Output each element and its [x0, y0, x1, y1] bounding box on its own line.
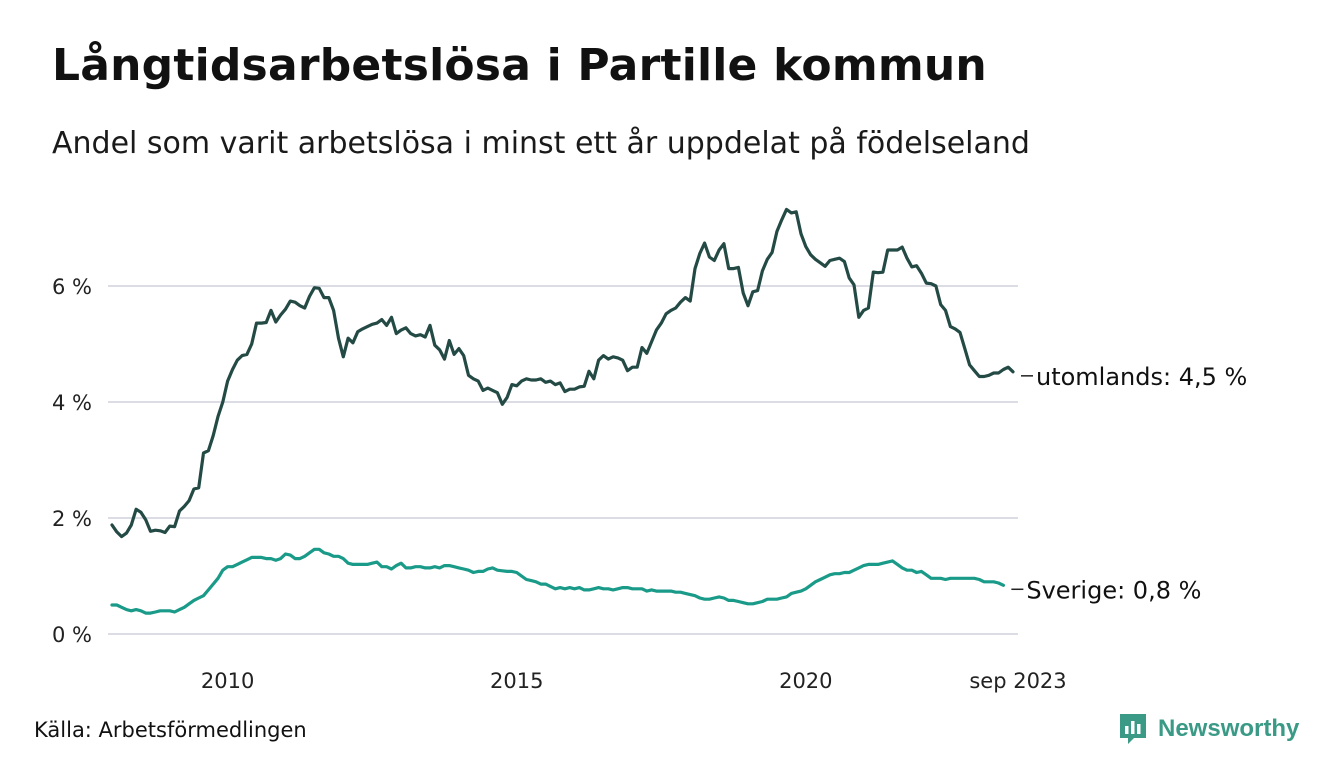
x-axis-ticks: 2010 2015 2020 sep 2023: [201, 669, 1067, 693]
y-tick-label: 6 %: [52, 275, 92, 299]
grid-lines: [108, 285, 1018, 635]
x-tick-label: 2015: [490, 669, 543, 693]
chart-title: Långtidsarbetslösa i Partille kommun: [52, 40, 987, 91]
x-tick-label: sep 2023: [969, 669, 1066, 693]
x-tick-label: 2020: [779, 669, 832, 693]
y-axis-ticks: 0 % 2 % 4 % 6 %: [52, 275, 92, 647]
end-label-sverige: Sverige: 0,8 %: [1026, 576, 1201, 604]
series-line-sverige: [110, 547, 1005, 615]
end-label-utomlands: utomlands: 4,5 %: [1036, 363, 1247, 391]
y-tick-label: 0 %: [52, 623, 92, 647]
chart-subtitle: Andel som varit arbetslösa i minst ett å…: [52, 126, 1030, 161]
y-tick-label: 4 %: [52, 391, 92, 415]
series-line-utomlands: [110, 207, 1015, 539]
newsworthy-icon: [1120, 714, 1146, 744]
series-lines: [110, 207, 1015, 615]
x-tick-label: 2010: [201, 669, 254, 693]
series-end-labels: utomlands: 4,5 % Sverige: 0,8 %: [1011, 363, 1247, 604]
source-note: Källa: Arbetsförmedlingen: [34, 718, 307, 742]
y-tick-label: 2 %: [52, 507, 92, 531]
brand-name: Newsworthy: [1158, 715, 1300, 742]
brand-logo: Newsworthy: [1118, 712, 1299, 746]
